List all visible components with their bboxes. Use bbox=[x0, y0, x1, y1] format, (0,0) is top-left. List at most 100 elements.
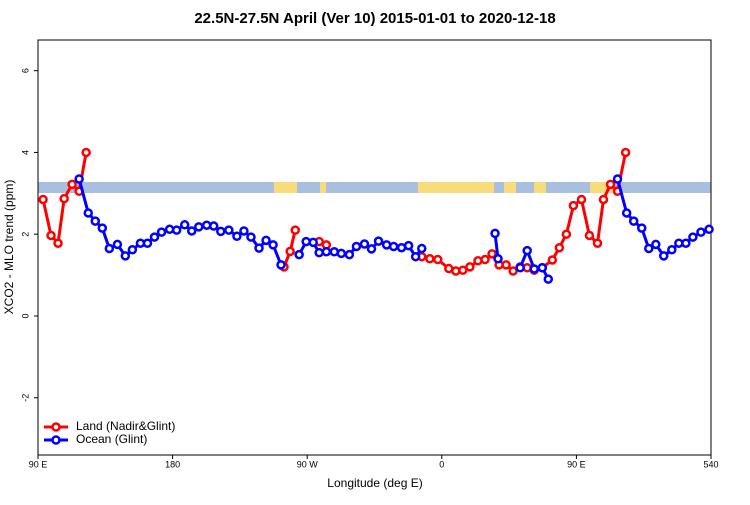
data-point bbox=[290, 225, 300, 235]
data-point bbox=[224, 225, 234, 235]
data-point bbox=[612, 174, 623, 184]
x-tick-label: 90 E bbox=[29, 459, 48, 469]
data-point bbox=[417, 243, 427, 254]
data-point bbox=[628, 216, 639, 226]
data-point bbox=[261, 235, 271, 246]
x-tick-label: 90 E bbox=[567, 459, 586, 469]
data-point bbox=[620, 147, 631, 158]
data-point bbox=[547, 255, 558, 265]
data-point bbox=[104, 243, 115, 254]
data-point bbox=[508, 266, 518, 276]
data-point bbox=[681, 238, 691, 248]
data-point bbox=[561, 229, 572, 239]
y-tick-label: -2 bbox=[20, 394, 30, 402]
y-axis-label: XCO2 - MLO trend (ppm) bbox=[2, 180, 16, 315]
x-axis-label: Longitude (deg E) bbox=[327, 476, 422, 490]
data-point bbox=[186, 226, 197, 236]
data-point bbox=[644, 243, 654, 254]
data-point bbox=[344, 249, 355, 260]
data-point bbox=[458, 265, 468, 275]
data-point bbox=[294, 249, 304, 260]
legend-marker bbox=[51, 435, 61, 445]
data-point bbox=[388, 241, 399, 252]
data-point bbox=[232, 231, 242, 242]
data-point bbox=[142, 238, 153, 248]
data-point bbox=[59, 193, 69, 204]
data-point bbox=[403, 240, 414, 251]
data-point bbox=[487, 249, 497, 259]
data-point bbox=[216, 226, 226, 237]
data-point bbox=[554, 242, 565, 253]
y-tick-label: 0 bbox=[20, 313, 30, 318]
data-point bbox=[605, 179, 616, 190]
data-point bbox=[366, 244, 377, 254]
data-point bbox=[584, 230, 595, 241]
data-point bbox=[239, 226, 249, 236]
data-point bbox=[651, 239, 661, 250]
data-point bbox=[149, 232, 160, 242]
data-point bbox=[67, 179, 77, 190]
y-tick-label: 4 bbox=[20, 150, 30, 155]
data-point bbox=[543, 274, 554, 284]
data-point bbox=[336, 248, 347, 259]
data-point bbox=[83, 208, 94, 218]
data-point bbox=[493, 253, 503, 264]
data-point bbox=[171, 225, 182, 235]
data-point bbox=[621, 208, 632, 218]
data-point bbox=[537, 262, 548, 273]
data-point bbox=[254, 243, 264, 253]
data-point bbox=[156, 227, 167, 237]
data-point bbox=[276, 260, 286, 270]
data-point bbox=[53, 238, 63, 248]
x-tick-label: 540 bbox=[703, 459, 718, 469]
data-point bbox=[46, 230, 56, 241]
y-tick-label: 2 bbox=[20, 232, 30, 237]
data-point bbox=[90, 216, 101, 226]
data-point bbox=[194, 222, 204, 232]
legend-label: Land (Nadir&Glint) bbox=[76, 419, 175, 433]
data-point bbox=[522, 245, 532, 256]
data-point bbox=[112, 239, 123, 250]
data-point bbox=[246, 232, 256, 242]
plot-frame bbox=[37, 39, 712, 456]
data-point bbox=[120, 251, 131, 261]
data-point bbox=[667, 244, 677, 255]
legend-marker bbox=[51, 422, 61, 432]
map-strip bbox=[38, 182, 711, 193]
data-point bbox=[592, 238, 603, 248]
y-tick-label: 6 bbox=[20, 68, 30, 73]
data-point bbox=[688, 232, 698, 242]
data-point bbox=[373, 236, 384, 246]
legend: Land (Nadir&Glint)Ocean (Glint) bbox=[44, 419, 175, 446]
data-point bbox=[501, 260, 511, 270]
data-point bbox=[351, 241, 362, 252]
data-point bbox=[179, 220, 190, 230]
data-point bbox=[38, 194, 48, 205]
data-point bbox=[268, 240, 278, 250]
data-point bbox=[529, 264, 539, 274]
data-point bbox=[410, 251, 421, 262]
data-point bbox=[321, 247, 332, 257]
data-point bbox=[74, 174, 84, 184]
data-point bbox=[97, 223, 108, 233]
data-point bbox=[308, 237, 318, 248]
data-point bbox=[576, 194, 587, 205]
x-tick-label: 180 bbox=[165, 459, 180, 469]
data-point bbox=[480, 254, 490, 265]
x-tick-label: 0 bbox=[439, 459, 444, 469]
data-point bbox=[515, 262, 525, 273]
chart-title: 22.5N-27.5N April (Ver 10) 2015-01-01 to… bbox=[194, 10, 555, 27]
data-point bbox=[127, 244, 138, 255]
data-point bbox=[568, 200, 579, 211]
data-point bbox=[696, 227, 706, 237]
data-point bbox=[433, 254, 443, 265]
data-point bbox=[598, 194, 609, 205]
data-point bbox=[465, 262, 475, 272]
data-point bbox=[285, 246, 295, 257]
data-point bbox=[637, 223, 647, 233]
data-point bbox=[425, 253, 435, 264]
data-point bbox=[704, 224, 714, 235]
data-point bbox=[658, 251, 669, 261]
data-point bbox=[359, 239, 370, 249]
